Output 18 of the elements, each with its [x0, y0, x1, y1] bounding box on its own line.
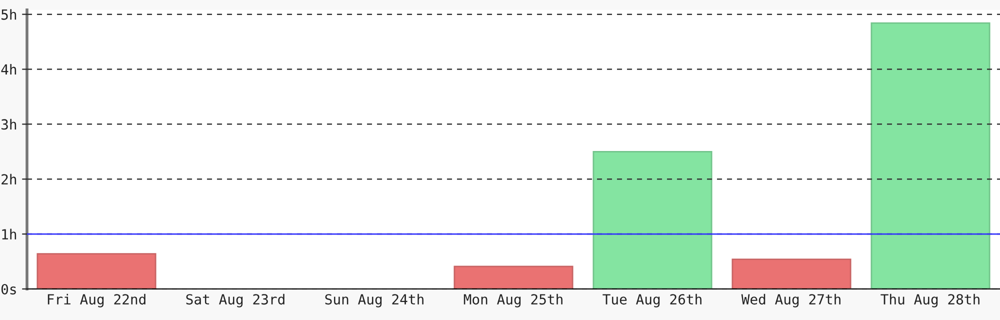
x-tick-label: Sat Aug 23rd: [186, 294, 284, 308]
x-tick-label: Wed Aug 27th: [741, 294, 840, 308]
bar: [732, 258, 852, 289]
y-tick-label: 3h: [1, 118, 16, 130]
bar: [454, 266, 574, 289]
x-tick-label: Sun Aug 24th: [325, 294, 424, 308]
y-tick-label: 0s: [1, 284, 16, 294]
x-tick-label: Thu Aug 28th: [880, 294, 980, 308]
bar: [870, 22, 990, 289]
y-tick-label: 2h: [2, 174, 16, 184]
bar: [36, 253, 156, 289]
x-tick-label: Tue Aug 26th: [602, 294, 702, 308]
y-tick-label: 4h: [1, 64, 16, 75]
y-tick-label: 1h: [2, 228, 16, 240]
y-tick-label: 5h: [2, 9, 16, 20]
x-tick-label: Mon Aug 25th: [464, 294, 562, 308]
bar: [592, 150, 712, 289]
x-tick-label: Fri Aug 22nd: [48, 294, 146, 308]
